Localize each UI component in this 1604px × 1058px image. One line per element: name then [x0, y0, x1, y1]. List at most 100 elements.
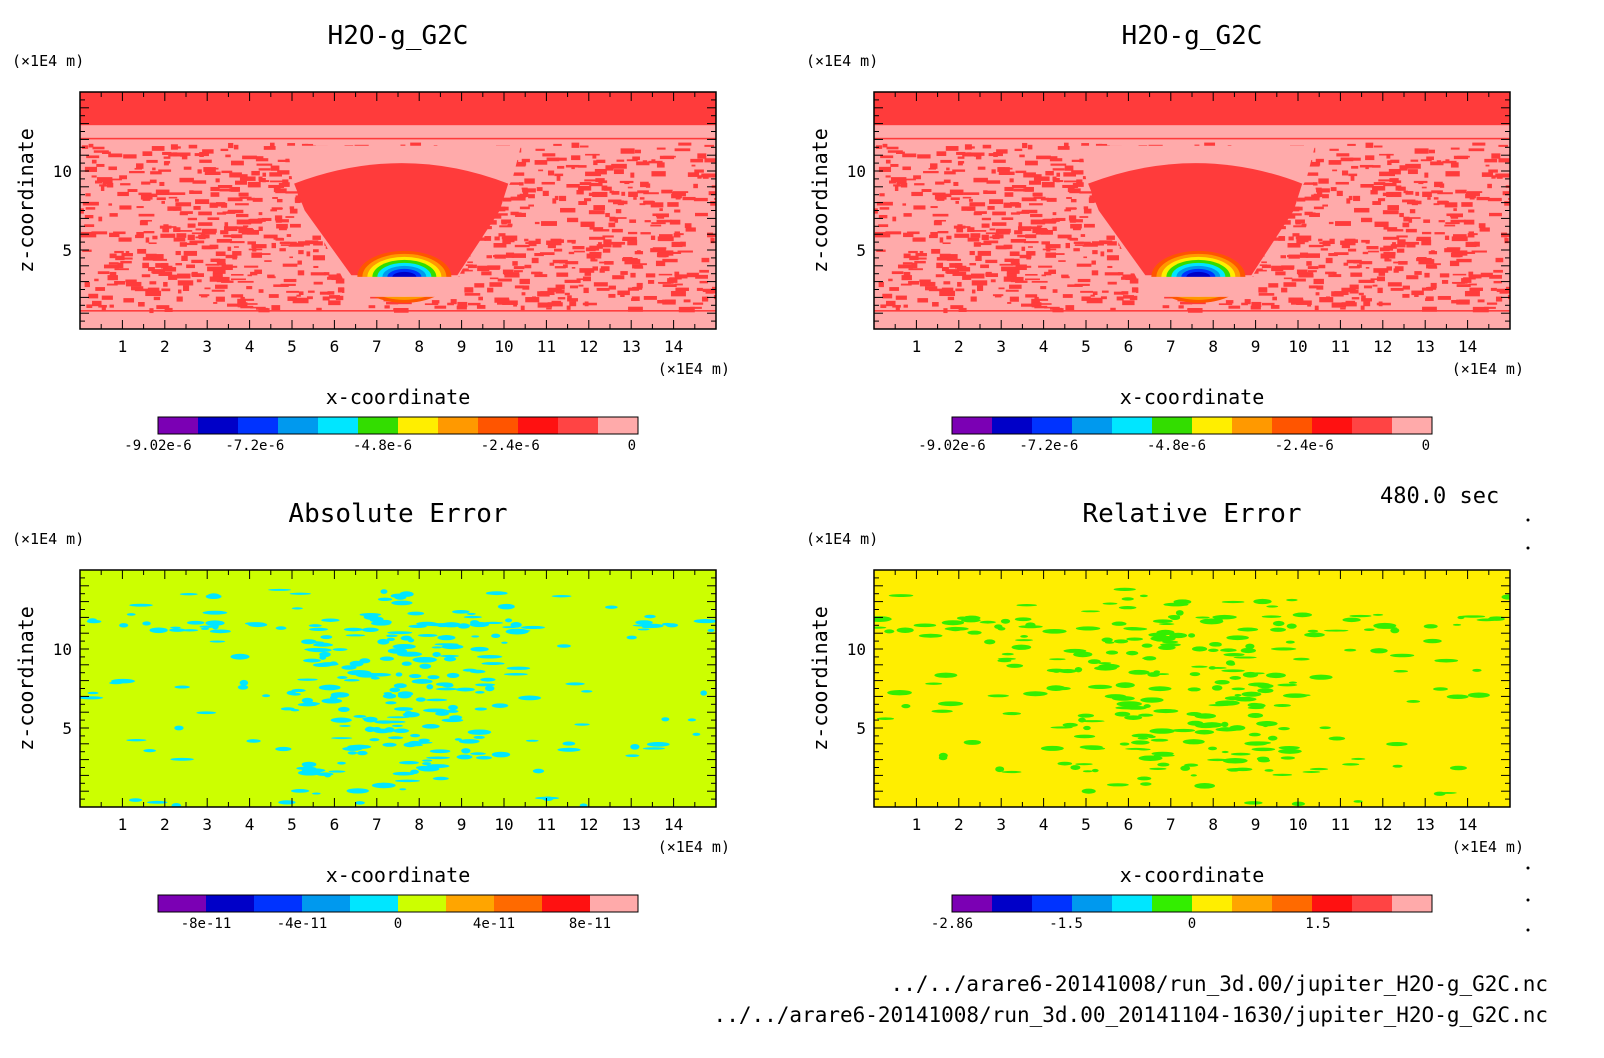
colorbar-swatch — [558, 417, 599, 434]
colorbar-swatch — [1232, 895, 1273, 912]
colorbar-swatch — [992, 895, 1033, 912]
colorbar-swatch — [598, 417, 639, 434]
colorbar-tick-label: -9.02e-6 — [918, 438, 985, 454]
colorbar-swatch — [1352, 417, 1393, 434]
colorbar-tick-label: -7.2e-6 — [1019, 438, 1078, 454]
colorbar-tick-label: 1.5 — [1305, 916, 1330, 932]
colorbar-tick-label: -9.02e-6 — [124, 438, 191, 454]
colorbar-swatch — [1232, 417, 1273, 434]
tick-marks — [874, 92, 1510, 329]
colorbar: -9.02e-6 -7.2e-6 -4.8e-6 -2.4e-6 0 — [124, 416, 639, 454]
colorbar-swatch — [478, 417, 519, 434]
chart-title: H2O-g_G2C — [1122, 21, 1263, 51]
colorbar: -2.86 -1.5 0 1.5 — [931, 894, 1433, 932]
colorbar-swatch — [992, 417, 1033, 434]
x-tick-label: 5 — [287, 337, 297, 356]
x-tick-label: 1 — [912, 815, 922, 834]
x-tick-label: 6 — [330, 815, 340, 834]
x-tick-label: 8 — [1208, 815, 1218, 834]
colorbar-swatch — [1392, 417, 1433, 434]
y-tick-label: 5 — [62, 241, 72, 260]
colorbar-swatch — [318, 417, 359, 434]
colorbar-swatch — [542, 895, 591, 912]
colorbar-swatch — [302, 895, 351, 912]
x-tick-label: 7 — [1166, 337, 1176, 356]
y-tick-label: 5 — [856, 241, 866, 260]
colorbar-tick-label: -2.4e-6 — [1275, 438, 1334, 454]
margin-dot — [1526, 866, 1530, 870]
x-tick-label: 5 — [1081, 337, 1091, 356]
x-tick-label: 14 — [1458, 815, 1477, 834]
chart-title: H2O-g_G2C — [328, 21, 469, 51]
colorbar-frame — [157, 416, 639, 435]
x-tick-label: 4 — [1039, 337, 1049, 356]
file-path-1: ../../arare6-20141008/run_3d.00/jupiter_… — [890, 972, 1548, 996]
y-tick-label: 10 — [53, 162, 72, 181]
y-axis-label: z-coordinate — [14, 606, 38, 751]
tick-marks — [80, 570, 716, 807]
tick-marks — [80, 92, 716, 329]
colorbar-swatch — [1152, 895, 1193, 912]
file-path-2: ../../arare6-20141008/run_3d.00_20141104… — [713, 1003, 1548, 1027]
x-tick-label: 3 — [996, 337, 1006, 356]
plot-area — [80, 570, 716, 807]
x-tick-label: 8 — [1208, 337, 1218, 356]
x-tick-label: 14 — [664, 815, 683, 834]
y-tick-label: 10 — [847, 162, 866, 181]
colorbar-swatch — [1192, 895, 1233, 912]
colorbar-swatch — [398, 417, 439, 434]
x-unit-label: (×1E4 m) — [658, 838, 730, 856]
colorbar: -8e-11 -4e-11 0 4e-11 8e-11 — [157, 894, 639, 932]
x-tick-label: 13 — [1416, 337, 1435, 356]
x-tick-label: 10 — [494, 337, 513, 356]
plume-body — [294, 163, 509, 276]
y-tick-label: 5 — [856, 719, 866, 738]
upper-layer — [874, 125, 1510, 138]
colorbar-swatch — [1152, 417, 1193, 434]
colorbar-swatch — [254, 895, 303, 912]
x-tick-label: 4 — [245, 337, 255, 356]
chart-panel-2: H2O-g_G2C (×1E4 m) (×1E4 m) x-coordinate z-c… — [806, 21, 1524, 454]
colorbar-swatch — [1352, 895, 1393, 912]
colorbar-swatch — [158, 417, 199, 434]
margin-dot — [1526, 546, 1530, 550]
colorbar-frame — [951, 894, 1433, 913]
upper-layer — [80, 125, 716, 138]
margin-dot — [1526, 898, 1530, 902]
x-tick-label: 7 — [372, 815, 382, 834]
x-tick-label: 10 — [1288, 337, 1307, 356]
x-axis-label: x-coordinate — [326, 385, 471, 409]
colorbar-swatch — [1192, 417, 1233, 434]
colorbar-tick-label: -8e-11 — [181, 916, 232, 932]
colorbar-swatch — [590, 895, 639, 912]
colorbar-tick-label: -1.5 — [1049, 916, 1083, 932]
colorbar-swatch — [1312, 895, 1353, 912]
colorbar: -9.02e-6 -7.2e-6 -4.8e-6 -2.4e-6 0 — [918, 416, 1433, 454]
y-axis-label: z-coordinate — [808, 606, 832, 751]
tick-marks — [874, 570, 1510, 807]
plot-area — [874, 570, 1510, 807]
x-tick-label: 6 — [1124, 815, 1134, 834]
colorbar-tick-label: -2.4e-6 — [481, 438, 540, 454]
x-tick-label: 6 — [1124, 337, 1134, 356]
margin-dot — [1526, 928, 1530, 932]
colorbar-swatch — [1072, 417, 1113, 434]
x-tick-label: 12 — [1373, 815, 1392, 834]
x-tick-label: 14 — [664, 337, 683, 356]
x-tick-label: 14 — [1458, 337, 1477, 356]
x-tick-label: 9 — [457, 337, 467, 356]
colorbar-swatch — [278, 417, 319, 434]
x-tick-label: 5 — [287, 815, 297, 834]
x-tick-label: 9 — [457, 815, 467, 834]
margin-dot — [1526, 518, 1530, 522]
x-tick-label: 11 — [537, 337, 556, 356]
colorbar-tick-label: 0 — [394, 916, 402, 932]
colorbar-tick-label: -2.86 — [931, 916, 973, 932]
colorbar-swatch — [158, 895, 207, 912]
x-tick-label: 8 — [414, 337, 424, 356]
x-tick-label: 10 — [494, 815, 513, 834]
x-tick-label: 1 — [118, 815, 128, 834]
x-tick-label: 11 — [537, 815, 556, 834]
chart-panel-1: H2O-g_G2C (×1E4 m) (×1E4 m) x-coordinate z-c… — [12, 21, 730, 454]
colorbar-swatch — [1312, 417, 1353, 434]
